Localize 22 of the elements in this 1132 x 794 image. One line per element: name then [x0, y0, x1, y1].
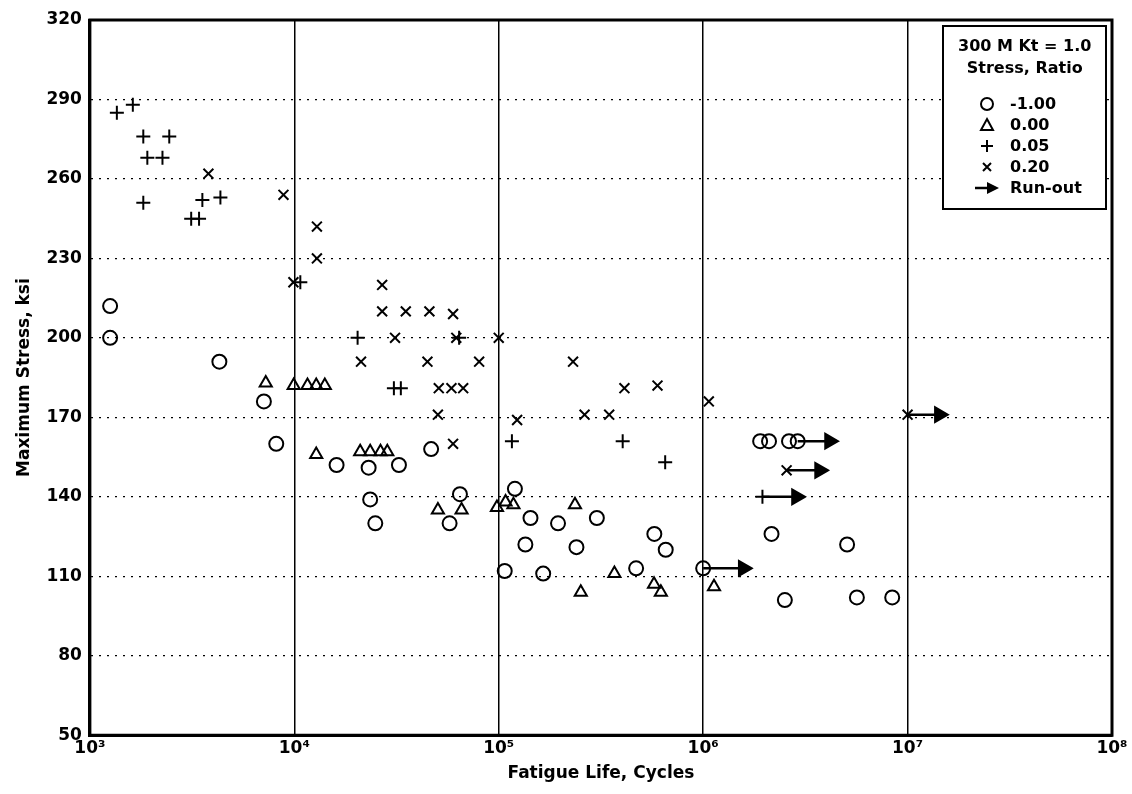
legend-label: -1.00	[1010, 94, 1057, 113]
legend-label: 0.00	[1010, 115, 1050, 134]
legend-title: 300 M Kt = 1.0 Stress, Ratio	[958, 35, 1092, 79]
legend-label: 0.20	[1010, 157, 1050, 176]
y-tick-label: 140	[46, 485, 83, 506]
y-tick-label: 170	[46, 405, 83, 426]
y-tick-label: 290	[46, 87, 83, 108]
y-tick-label: 110	[46, 564, 83, 585]
x-tick-label: 10⁴	[278, 736, 310, 757]
y-axis-title: Maximum Stress, ksi	[12, 278, 33, 477]
legend-label: Run-out	[1010, 178, 1082, 197]
y-tick-label: 230	[46, 246, 83, 267]
x-tick-label: 10⁷	[892, 736, 924, 757]
x-tick-label: 10⁸	[1096, 736, 1128, 757]
x-tick-label: 10⁶	[687, 736, 719, 757]
legend-label: 0.05	[1010, 136, 1050, 155]
x-tick-label: 10⁵	[483, 736, 515, 757]
y-tick-label: 260	[46, 167, 83, 188]
y-tick-label: 200	[46, 326, 83, 347]
y-tick-label: 80	[58, 644, 83, 665]
y-tick-label: 320	[46, 8, 83, 29]
x-axis-title: Fatigue Life, Cycles	[507, 762, 695, 783]
